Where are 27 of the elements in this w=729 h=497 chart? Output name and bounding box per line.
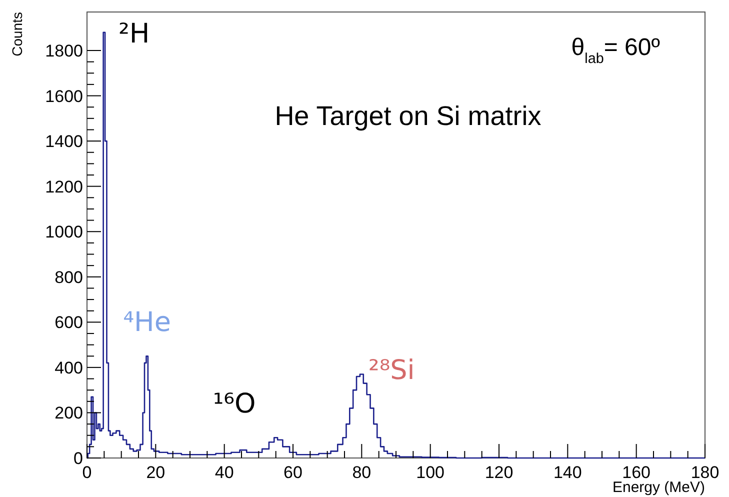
y-tick-label: 0 xyxy=(74,449,83,468)
x-tick-label: 100 xyxy=(416,463,445,482)
x-tick-label: 140 xyxy=(553,463,582,482)
annotation: ¹⁶O xyxy=(212,388,256,420)
annotation: ²⁸Si xyxy=(368,355,415,386)
y-tick-label: 1400 xyxy=(45,132,83,152)
annotation: ⁴He xyxy=(123,307,171,338)
y-tick-label: 200 xyxy=(54,404,83,423)
x-tick-label: 80 xyxy=(352,463,372,482)
x-tick-label: 20 xyxy=(146,463,166,482)
x-axis-title: Energy (MeV) xyxy=(612,479,705,496)
y-tick-label: 1200 xyxy=(45,177,83,196)
x-tick-label: 180 xyxy=(690,463,720,482)
annotation: θ$_{lab}$= 60º xyxy=(571,34,660,67)
x-tick-label: 60 xyxy=(284,463,302,482)
annotation: ²H xyxy=(118,18,150,50)
x-tick-label: 40 xyxy=(214,463,234,482)
y-tick-label: 600 xyxy=(54,313,83,332)
x-tick-label: 160 xyxy=(622,463,651,482)
y-tick-label: 1600 xyxy=(45,86,83,106)
y-tick-label: 1800 xyxy=(45,41,83,60)
y-axis-title: Counts xyxy=(9,12,25,56)
annotation: He Target on Si matrix xyxy=(274,101,542,131)
x-tick-label: 120 xyxy=(484,463,514,482)
y-tick-label: 800 xyxy=(54,268,83,287)
y-tick-label: 1000 xyxy=(45,222,83,242)
y-tick-label: 400 xyxy=(54,358,83,378)
